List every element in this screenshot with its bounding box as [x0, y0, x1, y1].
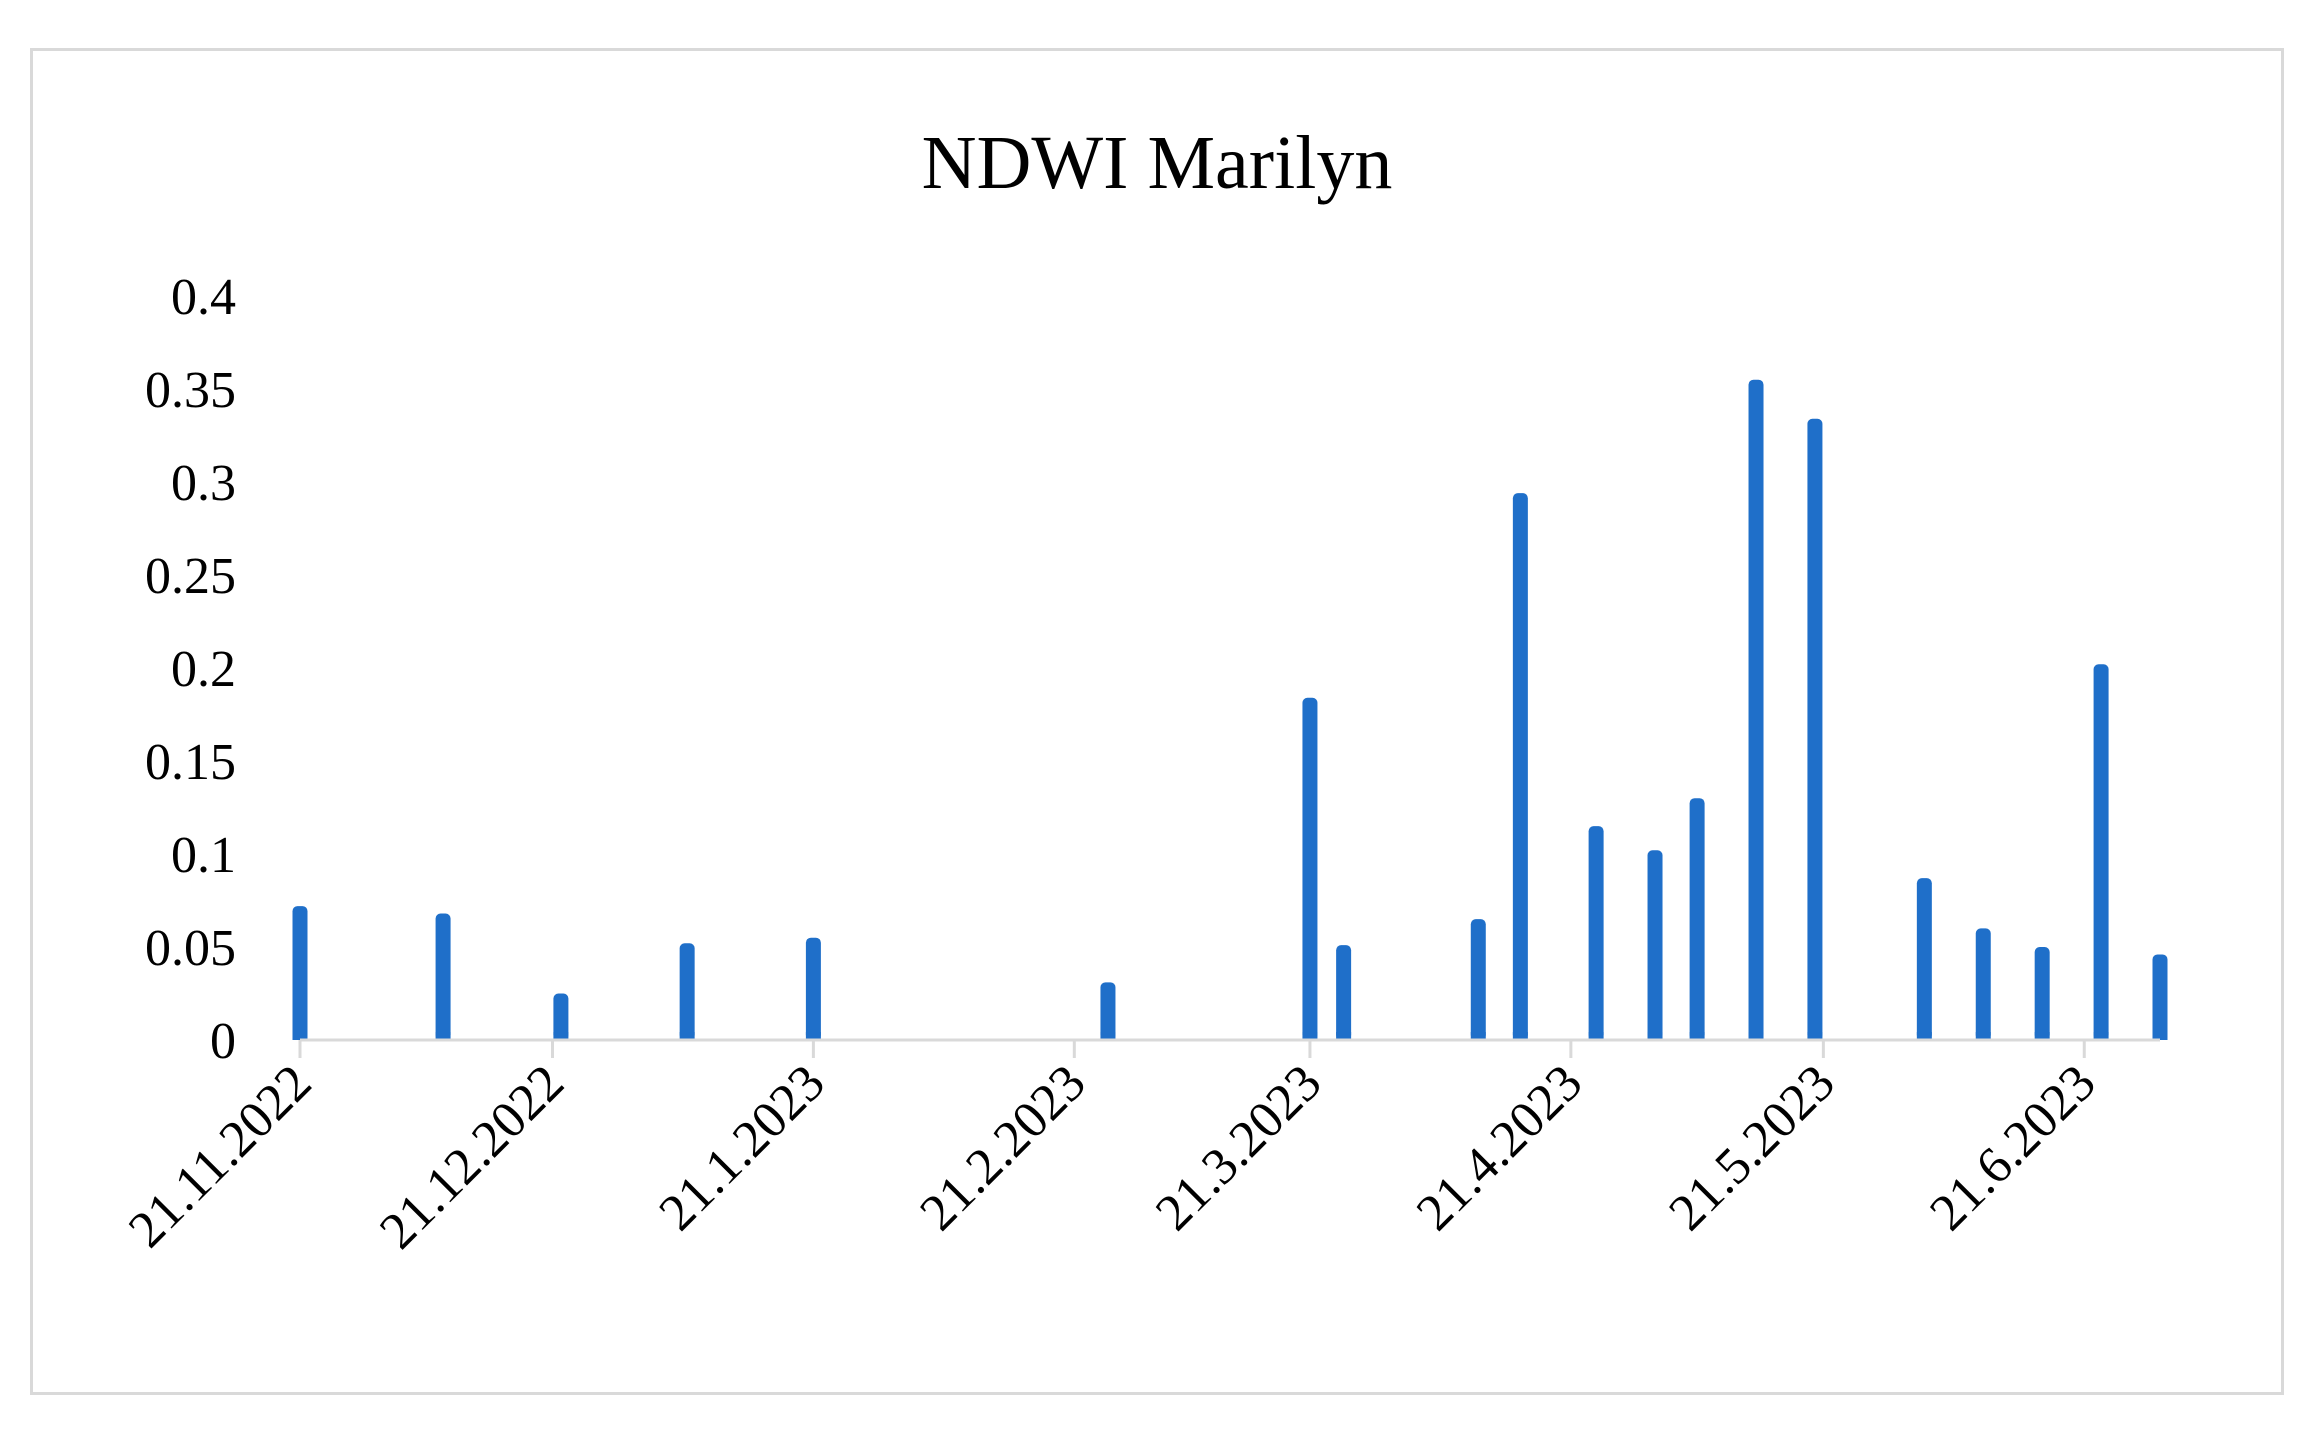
data-bar-base: [1807, 1032, 1823, 1040]
data-bar-base: [1470, 1032, 1486, 1040]
data-bar: [1512, 493, 1528, 1040]
y-tick-label: 0.15: [145, 734, 236, 791]
x-tick-label: 21.2.2023: [909, 1054, 1096, 1241]
data-bar-base: [805, 1032, 821, 1040]
x-tick-label: 21.12.2022: [369, 1054, 575, 1260]
data-bar: [1588, 826, 1604, 1040]
y-tick-label: 0.2: [171, 641, 236, 698]
data-bar-base: [1748, 1032, 1764, 1040]
data-bar-base: [553, 1032, 569, 1040]
x-tick-label: 21.3.2023: [1145, 1054, 1332, 1241]
data-bar-base: [1916, 1032, 1932, 1040]
data-bar-base: [1302, 1032, 1318, 1040]
y-tick-label: 0.25: [145, 548, 236, 605]
x-tick-label: 21.4.2023: [1406, 1054, 1593, 1241]
data-bar: [435, 913, 451, 1040]
y-tick-label: 0.3: [171, 455, 236, 512]
data-bar-base: [435, 1032, 451, 1040]
bar-series: [292, 379, 2168, 1040]
data-bar: [1100, 982, 1116, 1040]
data-bar: [1470, 919, 1486, 1040]
data-bar: [1302, 697, 1318, 1040]
data-bar: [553, 993, 569, 1040]
data-bar: [1975, 928, 1991, 1040]
data-bar-base: [679, 1032, 695, 1040]
y-tick-label: 0: [210, 1013, 236, 1070]
data-bar: [679, 943, 695, 1040]
data-bar-base: [2152, 1032, 2168, 1040]
data-bar: [2093, 664, 2109, 1040]
data-bar-base: [1975, 1032, 1991, 1040]
data-bar: [2034, 947, 2050, 1040]
data-bar-base: [2034, 1032, 2050, 1040]
data-bar: [1748, 379, 1764, 1040]
x-tick-label: 21.5.2023: [1658, 1054, 1845, 1241]
data-bar-base: [1588, 1032, 1604, 1040]
data-bar: [805, 937, 821, 1040]
y-tick-label: 0.4: [171, 269, 236, 326]
data-bar-base: [2093, 1032, 2109, 1040]
chart-title: NDWI Marilyn: [922, 121, 1393, 205]
data-bar: [292, 906, 308, 1040]
data-bar: [1647, 850, 1663, 1040]
data-bar: [1916, 878, 1932, 1040]
y-tick-label: 0.1: [171, 827, 236, 884]
data-bar-base: [1336, 1032, 1352, 1040]
x-tick-label: 21.1.2023: [648, 1054, 835, 1241]
data-bar: [1336, 945, 1352, 1040]
chart-frame: [30, 48, 2284, 1395]
data-bar-base: [292, 1032, 308, 1040]
data-bar-base: [1100, 1032, 1116, 1040]
x-axis: [298, 1038, 2160, 1058]
data-bar: [2152, 954, 2168, 1040]
data-bar-base: [1512, 1032, 1528, 1040]
x-axis-tick-labels: 21.11.2022 21.12.2022 21.1.2023 21.2.2023 21…: [118, 1054, 2107, 1260]
x-tick-label: 21.11.2022: [118, 1054, 322, 1258]
x-tick-label: 21.6.2023: [1919, 1054, 2106, 1241]
data-bar: [1689, 798, 1705, 1040]
data-bar: [1807, 418, 1823, 1040]
y-axis-tick-labels: 0 0.05 0.1 0.15 0.2 0.25 0.3 0.35 0.4: [145, 269, 236, 1070]
data-bar-base: [1689, 1032, 1705, 1040]
y-tick-label: 0.05: [145, 920, 236, 977]
y-tick-label: 0.35: [145, 362, 236, 419]
data-bar-base: [1647, 1032, 1663, 1040]
